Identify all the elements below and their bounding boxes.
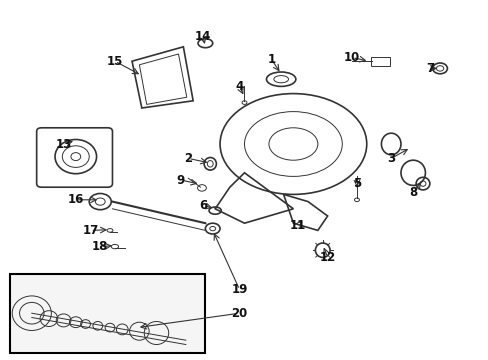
Text: 13: 13	[55, 138, 72, 150]
Text: 9: 9	[177, 174, 184, 186]
Text: 20: 20	[231, 307, 247, 320]
Text: 8: 8	[408, 186, 416, 199]
Text: 1: 1	[267, 53, 275, 66]
Text: 11: 11	[289, 219, 306, 231]
Text: 10: 10	[343, 51, 360, 64]
Text: 14: 14	[194, 30, 211, 42]
Text: 3: 3	[386, 152, 394, 165]
Bar	[370, 57, 389, 66]
Text: 6: 6	[199, 199, 206, 212]
Text: 16: 16	[67, 193, 84, 206]
Text: 17: 17	[82, 224, 99, 237]
Text: 7: 7	[426, 62, 433, 75]
Text: 4: 4	[235, 80, 243, 93]
Text: 2: 2	[184, 152, 192, 165]
Text: 15: 15	[106, 55, 123, 68]
Text: 12: 12	[319, 251, 335, 264]
Bar	[10, 274, 205, 353]
Text: 5: 5	[352, 177, 360, 190]
Text: 19: 19	[231, 283, 247, 296]
Text: 18: 18	[92, 240, 108, 253]
